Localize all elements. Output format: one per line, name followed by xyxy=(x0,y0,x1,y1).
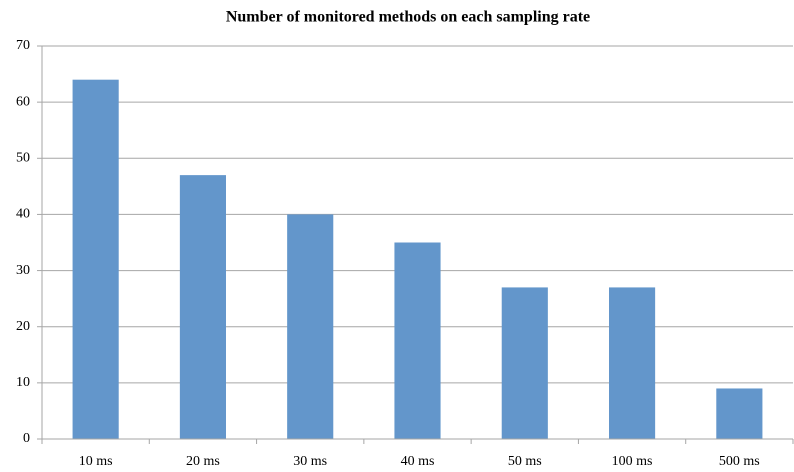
x-tick-label: 10 ms xyxy=(79,454,113,469)
y-tick-label: 70 xyxy=(16,38,30,53)
y-tick-label: 60 xyxy=(16,94,30,109)
bar xyxy=(72,79,119,439)
x-tick-label: 100 ms xyxy=(612,454,653,469)
y-tick-label: 50 xyxy=(16,151,30,166)
bar xyxy=(609,287,656,439)
bar xyxy=(179,175,226,439)
y-tick-label: 0 xyxy=(23,431,30,446)
x-tick-label: 30 ms xyxy=(293,454,327,469)
bar xyxy=(394,242,441,439)
y-tick-label: 10 xyxy=(16,375,30,390)
x-tick-label: 20 ms xyxy=(186,454,220,469)
x-tick-label: 500 ms xyxy=(719,454,760,469)
x-tick-label: 50 ms xyxy=(508,454,542,469)
chart-title: Number of monitored methods on each samp… xyxy=(226,9,590,26)
y-tick-label: 30 xyxy=(16,263,30,278)
bar xyxy=(716,388,763,439)
x-tick-label: 40 ms xyxy=(401,454,435,469)
y-tick-label: 40 xyxy=(16,207,30,222)
bar xyxy=(501,287,548,439)
bar xyxy=(287,214,334,439)
y-tick-label: 20 xyxy=(16,319,30,334)
